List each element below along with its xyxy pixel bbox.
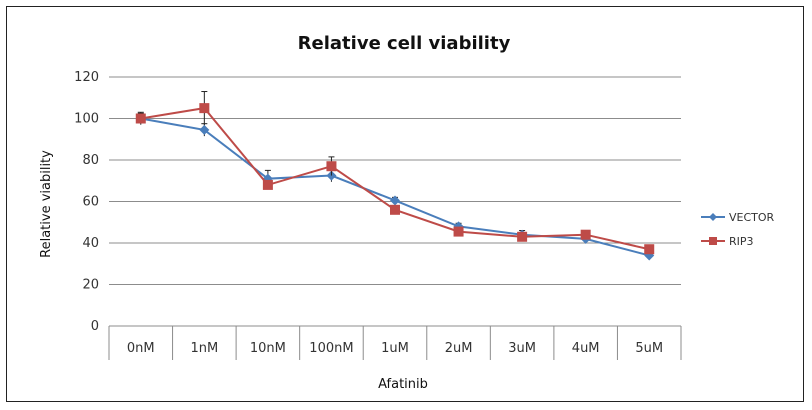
y-tick-label-40: 40 <box>82 236 99 251</box>
y-tick-label-0: 0 <box>91 319 99 334</box>
rip3-point-5uM <box>644 244 655 255</box>
x-tick-label-5uM: 5uM <box>635 341 663 356</box>
x-tick-label-10nM: 10nM <box>250 341 286 356</box>
legend: VECTOR RIP3 <box>701 211 775 248</box>
rip3-series-line <box>140 107 650 251</box>
y-tick-label-100: 100 <box>74 112 99 127</box>
y-tick-label-60: 60 <box>82 195 99 210</box>
vector-point-1uM <box>390 195 400 206</box>
plot-area: 0 20 40 60 80 100 120 0nM 1nM 10nM 100nM 1uM 2uM 3uM 4… <box>74 70 682 360</box>
chart-frame: Relative cell viability 0 20 40 60 80 100 120 0… <box>6 6 804 402</box>
legend-label-vector: VECTOR <box>729 211 775 224</box>
rip3-point-10nM <box>262 179 273 190</box>
legend-marker-vector <box>709 213 717 221</box>
rip3-point-3uM <box>517 231 528 242</box>
y-tick-label-120: 120 <box>74 70 99 85</box>
chart-title: Relative cell viability <box>298 33 511 54</box>
rip3-point-4uM <box>580 229 591 240</box>
x-tick-label-0nM: 0nM <box>127 341 155 356</box>
y-axis-label: Relative viability <box>39 150 54 258</box>
rip3-point-1uM <box>390 204 400 215</box>
y-tick-label-80: 80 <box>82 153 99 168</box>
rip3-point-1nM <box>199 103 210 114</box>
rip3-point-2uM <box>453 226 464 237</box>
chart-svg: Relative cell viability 0204060801001200… <box>39 33 775 392</box>
x-tick-label-1nM: 1nM <box>190 341 218 356</box>
x-tick-label-3uM: 3uM <box>508 341 536 356</box>
y-tick-label-20: 20 <box>82 278 99 293</box>
rip3-point-100nM <box>326 161 337 172</box>
legend-marker-rip3 <box>709 237 717 245</box>
vector-point-1nM <box>199 124 210 135</box>
x-tick-label-4uM: 4uM <box>572 341 600 356</box>
legend-label-rip3: RIP3 <box>729 235 754 248</box>
x-axis-label: Afatinib <box>378 377 428 392</box>
x-tick-label-2uM: 2uM <box>445 341 473 356</box>
x-tick-label-100nM: 100nM <box>309 341 353 356</box>
x-tick-label-1uM: 1uM <box>381 341 409 356</box>
rip3-point-0nM <box>135 113 146 124</box>
